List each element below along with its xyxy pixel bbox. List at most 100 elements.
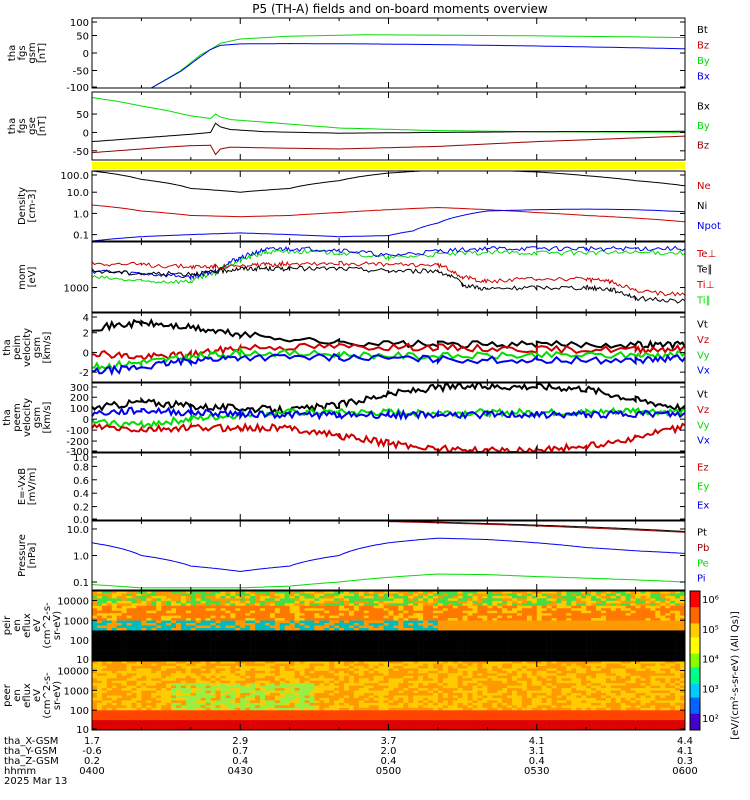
heatmap-cell [640,623,646,626]
heatmap-cell [96,700,103,704]
heatmap-cell [185,693,192,696]
heatmap-cell [284,645,290,648]
heatmap-cell [185,608,192,612]
heatmap-cell [146,620,152,624]
heatmap-cell [319,623,325,626]
heatmap-cell [141,727,147,731]
heatmap-cell [596,642,602,646]
heatmap-cell [467,591,473,594]
heatmap-cell [264,632,271,636]
heatmap-cell [358,627,365,631]
heatmap-cell [432,647,439,651]
heatmap-cell [339,627,345,631]
heatmap-cell [205,655,211,658]
heatmap-cell [512,593,518,597]
heatmap-cell [581,627,587,631]
heatmap-cell [180,620,187,624]
heatmap-cell [536,618,542,621]
heatmap-cell [462,650,468,653]
heatmap-cell [136,591,142,594]
heatmap-cell [492,610,498,614]
heatmap-cell [368,650,374,653]
heatmap-cell [650,632,656,636]
heatmap-cell [413,640,419,644]
heatmap-cell [472,608,478,612]
heatmap-cell [96,650,103,653]
heatmap-cell [289,608,295,612]
heatmap-cell [141,620,147,624]
heatmap-cell [245,705,251,709]
heatmap-cell [428,642,434,646]
heatmap-cell [116,603,122,607]
heatmap-cell [195,712,202,716]
heatmap-cell [294,632,300,636]
heatmap-cell [240,725,246,728]
heatmap-cell [269,657,276,661]
heatmap-cell [660,635,666,639]
heatmap-cell [353,632,360,636]
heatmap-cell [531,625,538,629]
heatmap-cell [388,600,394,604]
heatmap-cell [442,630,449,634]
heatmap-cell [502,618,508,621]
heatmap-cell [269,675,276,679]
heatmap-cell [240,635,246,639]
heatmap-cell [314,655,320,658]
heatmap-cell [284,627,290,631]
heatmap-cell [106,680,113,684]
heatmap-cell [526,591,533,594]
heatmap-cell [166,705,172,709]
heatmap-cell [487,618,493,621]
heatmap-cell [615,652,622,656]
heatmap-cell [660,615,666,619]
heatmap-cell [200,605,206,609]
heatmap-cell [324,657,330,661]
heatmap-cell [452,605,458,609]
heatmap-cell [180,655,187,658]
heatmap-cell [304,591,310,594]
heatmap-cell [245,678,251,682]
heatmap-cell [210,717,216,721]
heatmap-cell [111,727,118,731]
heatmap-cell [269,678,276,682]
heatmap-cell [640,657,646,661]
heatmap-cell [339,603,345,607]
ylabel-line: (cm^2-s- [42,602,53,649]
heatmap-cell [625,630,631,634]
heatmap-cell [635,610,641,614]
heatmap-cell [279,595,286,599]
heatmap-cell [403,632,409,636]
heatmap-cell [106,655,113,658]
heatmap-cell [245,630,251,634]
heatmap-cell [620,640,626,644]
heatmap-cell [195,695,202,699]
heatmap-cell [447,618,454,621]
heatmap-cell [536,620,542,624]
heatmap-cell [166,637,172,641]
heatmap-cell [200,655,206,658]
heatmap-cell [428,635,434,639]
heatmap-cell [403,613,409,616]
legend-entry: Pb [697,543,709,554]
heatmap-cell [260,661,266,664]
heatmap-cell [512,645,518,648]
heatmap-cell [240,645,246,648]
heatmap-cell [546,637,552,641]
heatmap-cell [255,623,261,626]
heatmap-cell [220,620,226,624]
heatmap-cell [185,675,192,679]
heatmap-cell [141,683,147,686]
heatmap-cell [551,637,557,641]
heatmap-cell [610,650,617,653]
heatmap-cell [319,640,325,644]
heatmap-cell [161,722,167,726]
ylabel-line: [km/s] [42,401,53,433]
heatmap-cell [393,627,399,631]
heatmap-cell [437,610,444,614]
heatmap-cell [195,668,202,672]
heatmap-cell [101,647,108,651]
heatmap-cell [230,637,236,641]
heatmap-cell [289,675,295,679]
heatmap-cell [131,697,137,701]
heatmap-cell [264,645,271,648]
